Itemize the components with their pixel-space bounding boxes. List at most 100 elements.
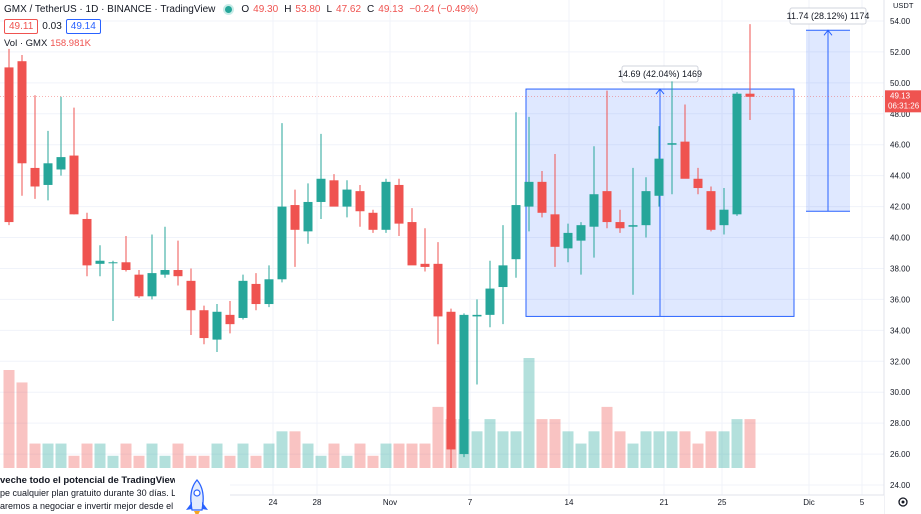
candle-body bbox=[459, 314, 469, 455]
open-value: 49.30 bbox=[253, 4, 279, 15]
volume-bar bbox=[367, 455, 379, 468]
volume-bar bbox=[107, 455, 119, 468]
spread-value: 0.03 bbox=[42, 21, 62, 32]
volume-bar bbox=[29, 443, 41, 468]
y-tick-label: 46.00 bbox=[890, 141, 911, 150]
rocket-icon bbox=[186, 479, 208, 514]
volume-bar bbox=[692, 443, 704, 468]
price-axis: USDT 24.00 26.00 28.00 30.00 32.00 34.00 36.00 3… bbox=[883, 0, 921, 514]
candle-body bbox=[641, 191, 651, 226]
candle-body bbox=[277, 206, 287, 280]
volume-bar bbox=[94, 443, 106, 468]
candle-body bbox=[342, 189, 352, 207]
last-price-tag bbox=[885, 90, 921, 113]
volume-bar bbox=[198, 455, 210, 468]
candle-body bbox=[563, 232, 573, 249]
candle-body bbox=[225, 314, 235, 325]
buy-button[interactable]: 49.14 bbox=[65, 19, 101, 34]
volume-bar bbox=[523, 358, 535, 468]
x-tick-label: 24 bbox=[269, 498, 278, 507]
candle-body bbox=[472, 314, 482, 317]
promo-title: veche todo el potencial de TradingView bbox=[0, 475, 175, 486]
high-label: H bbox=[284, 4, 292, 15]
candle-body bbox=[537, 181, 547, 213]
candles bbox=[4, 24, 755, 468]
volume-bar bbox=[510, 431, 522, 468]
candle-body bbox=[368, 212, 378, 230]
y-tick-label: 38.00 bbox=[890, 264, 911, 273]
volume-bar bbox=[380, 443, 392, 468]
volume-bar bbox=[419, 443, 431, 468]
volume-bar bbox=[237, 443, 249, 468]
y-tick-label: 50.00 bbox=[890, 79, 911, 88]
volume-bar bbox=[484, 419, 496, 468]
volume-bar bbox=[55, 443, 67, 468]
volume-bar bbox=[744, 419, 756, 468]
close-value: 49.13 bbox=[378, 4, 404, 15]
volume-bar bbox=[601, 406, 613, 468]
candle-body bbox=[173, 270, 183, 277]
candle-body bbox=[4, 67, 14, 223]
candle-body bbox=[199, 310, 209, 339]
candle-body bbox=[95, 260, 105, 264]
volume-bar bbox=[250, 455, 262, 468]
volume-bar bbox=[289, 431, 301, 468]
candle-body bbox=[381, 181, 391, 230]
sell-button[interactable]: 49.11 bbox=[4, 19, 39, 34]
volume-bar bbox=[705, 431, 717, 468]
candle-body bbox=[69, 155, 79, 215]
y-tick-label: 48.00 bbox=[890, 110, 911, 119]
axis-currency: USDT bbox=[893, 1, 914, 10]
low-label: L bbox=[326, 4, 333, 15]
x-tick-label: 5 bbox=[860, 498, 865, 507]
range-label-2: 11.74 (28.12%) 1174 bbox=[787, 11, 870, 21]
y-tick-label: 30.00 bbox=[890, 388, 911, 397]
volume-bar bbox=[16, 382, 28, 468]
candle-body bbox=[589, 194, 599, 227]
volume-bar bbox=[354, 443, 366, 468]
candle-body bbox=[407, 222, 417, 266]
candle-body bbox=[667, 143, 677, 145]
volume-label: Vol · GMX bbox=[4, 38, 48, 49]
candle-body bbox=[264, 279, 274, 305]
volume-bar bbox=[172, 443, 184, 468]
candle-body bbox=[550, 214, 560, 247]
chart-grid bbox=[0, 0, 884, 495]
volume-bar bbox=[562, 431, 574, 468]
axis-background bbox=[884, 0, 921, 514]
candle-body bbox=[680, 141, 690, 179]
promo-line-2: aremos a negociar e invertir mejor desde… bbox=[0, 501, 174, 511]
volume-bar bbox=[68, 455, 80, 468]
volume-bar bbox=[497, 431, 509, 468]
symbol-title[interactable]: GMX / TetherUS · 1D · BINANCE · TradingV… bbox=[4, 4, 216, 15]
candle-body bbox=[433, 263, 443, 317]
volume-bar bbox=[263, 443, 275, 468]
volume-bars bbox=[3, 358, 756, 468]
volume-bar bbox=[328, 443, 340, 468]
measure-ranges: 14.69 (42.04%) 1469 11.74 (28.12%) 1174 bbox=[0, 7, 884, 317]
promo-line-1: pe cualquier plan gratuito durante 30 dí… bbox=[0, 488, 175, 498]
volume-legend: Vol · GMX 158.981K bbox=[4, 38, 91, 49]
y-tick-label: 42.00 bbox=[890, 203, 911, 212]
candle-body bbox=[420, 263, 430, 267]
volume-bar bbox=[718, 431, 730, 468]
x-tick-label: 25 bbox=[718, 498, 727, 507]
candle-body bbox=[576, 225, 586, 241]
candle-body bbox=[160, 270, 170, 275]
candle-body bbox=[212, 311, 222, 340]
candle-body bbox=[316, 178, 326, 202]
y-tick-label: 24.00 bbox=[890, 481, 911, 490]
candle-body bbox=[602, 191, 612, 223]
volume-bar bbox=[133, 455, 145, 468]
promo-banner[interactable]: veche todo el potencial de TradingView p… bbox=[0, 470, 230, 514]
volume-bar bbox=[406, 443, 418, 468]
volume-bar bbox=[146, 443, 158, 468]
candle-body bbox=[82, 218, 92, 266]
candle-body bbox=[17, 61, 27, 164]
y-tick-label: 28.00 bbox=[890, 419, 911, 428]
volume-bar bbox=[731, 419, 743, 468]
volume-bar bbox=[3, 370, 15, 468]
candle-body bbox=[355, 191, 365, 212]
volume-bar bbox=[653, 431, 665, 468]
